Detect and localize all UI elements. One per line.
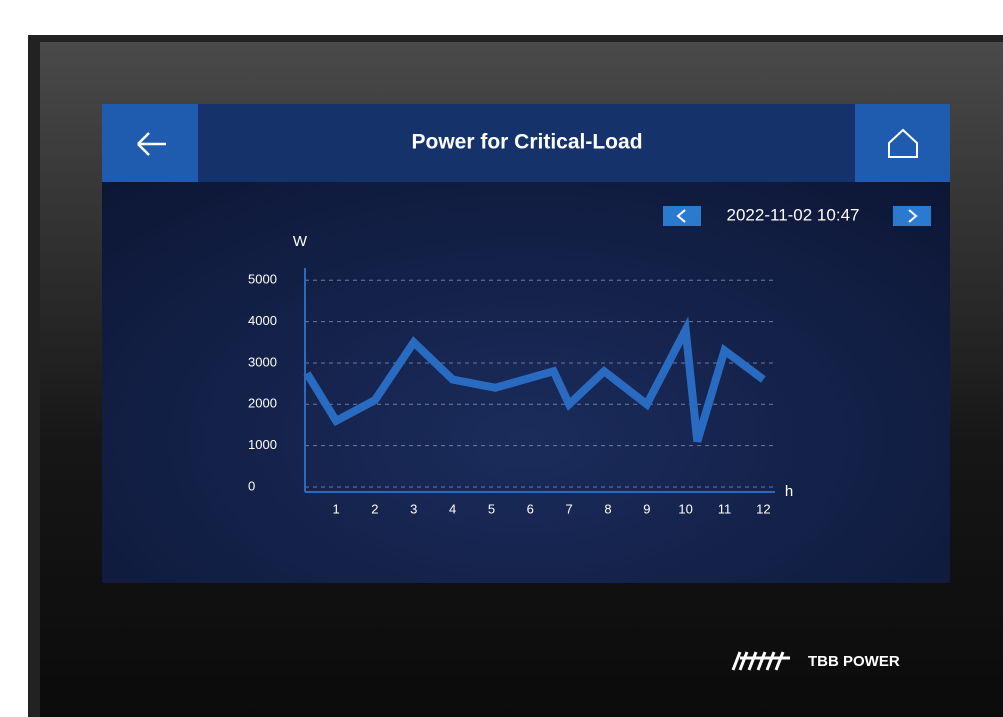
prev-date-bg <box>663 206 701 226</box>
x-tick-label: 1 <box>332 501 339 516</box>
y-tick-label: 2000 <box>248 396 277 411</box>
x-tick-label: 11 <box>718 501 732 516</box>
header-title: Power for Critical-Load <box>411 131 642 154</box>
x-tick-label: 8 <box>604 501 611 516</box>
logo-text: TBB POWER <box>808 653 900 670</box>
y-tick-label: 4000 <box>248 313 277 328</box>
device: Power for Critical-Load 2022-11-02 10:47… <box>0 0 1003 717</box>
next-date-bg <box>893 206 931 226</box>
y-axis-label: W <box>293 233 308 250</box>
y-tick-label: 3000 <box>248 354 277 369</box>
x-tick-label: 4 <box>449 501 456 516</box>
x-axis-label: h <box>785 483 793 500</box>
home-button[interactable] <box>855 104 950 182</box>
page: Power for Critical-Load 2022-11-02 10:47… <box>0 0 1003 717</box>
x-tick-label: 5 <box>488 501 495 516</box>
next-date[interactable] <box>893 206 931 226</box>
x-tick-label: 12 <box>756 501 770 516</box>
x-tick-label: 3 <box>410 501 417 516</box>
prev-date[interactable] <box>663 206 701 226</box>
y-tick-label: 0 <box>248 478 255 493</box>
x-tick-label: 9 <box>643 501 650 516</box>
x-tick-label: 6 <box>527 501 534 516</box>
x-tick-label: 10 <box>678 501 692 516</box>
y-tick-label: 5000 <box>248 272 277 287</box>
back-button[interactable] <box>102 104 198 182</box>
date-time: 2022-11-02 10:47 <box>727 205 860 224</box>
y-tick-label: 1000 <box>248 437 277 452</box>
home-button-bg <box>855 104 950 182</box>
x-tick-label: 2 <box>371 501 378 516</box>
x-tick-label: 7 <box>566 501 573 516</box>
